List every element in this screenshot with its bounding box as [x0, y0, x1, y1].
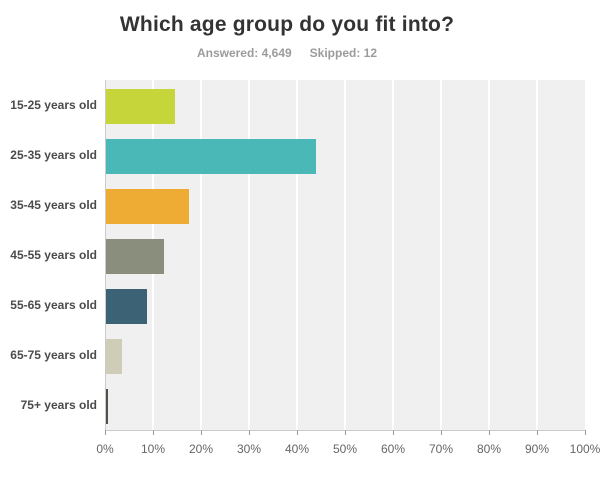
gridline [248, 80, 250, 430]
gridline [200, 80, 202, 430]
x-axis-tick [201, 430, 202, 435]
x-axis-tick-label: 50% [332, 442, 358, 456]
category-label: 25-35 years old [10, 148, 97, 162]
x-axis-tick [345, 430, 346, 435]
x-axis-tick-label: 80% [476, 442, 502, 456]
x-axis-tick-label: 60% [380, 442, 406, 456]
bar-65-75-years-old [106, 338, 122, 374]
bar-25-35-years-old [106, 138, 317, 174]
category-label: 75+ years old [20, 398, 97, 412]
bar-55-65-years-old [106, 288, 148, 324]
x-axis-tick-label: 0% [96, 442, 114, 456]
x-axis-tick [585, 430, 586, 435]
category-label: 65-75 years old [10, 348, 97, 362]
gridline [488, 80, 490, 430]
x-axis-tick [249, 430, 250, 435]
bar-45-55-years-old [106, 238, 165, 274]
x-axis-tick [489, 430, 490, 435]
category-label: 35-45 years old [10, 198, 97, 212]
x-axis-tick [441, 430, 442, 435]
x-axis-tick-label: 20% [188, 442, 214, 456]
bar-75+-years-old [106, 388, 108, 424]
x-axis-tick-label: 40% [284, 442, 310, 456]
chart-subtitle: Answered: 4,649 Skipped: 12 [0, 46, 574, 60]
gridline [392, 80, 394, 430]
x-axis-tick [105, 430, 106, 435]
gridline [440, 80, 442, 430]
plot-area [105, 80, 585, 430]
x-axis-tick-label: 30% [236, 442, 262, 456]
bar-15-25-years-old [106, 88, 176, 124]
skipped-count: Skipped: 12 [309, 46, 378, 60]
answered-count: Answered: 4,649 [196, 46, 292, 60]
y-axis-line [105, 80, 106, 430]
x-axis-tick [297, 430, 298, 435]
x-axis-tick [153, 430, 154, 435]
category-label: 15-25 years old [10, 98, 97, 112]
x-axis-tick-label: 10% [140, 442, 166, 456]
chart-title: Which age group do you fit into? [119, 13, 455, 36]
gridline [296, 80, 298, 430]
x-axis-tick-label: 100% [569, 442, 601, 456]
x-axis-tick-label: 70% [428, 442, 454, 456]
x-axis-tick [537, 430, 538, 435]
bar-35-45-years-old [106, 188, 190, 224]
category-label: 55-65 years old [10, 298, 97, 312]
category-label: 45-55 years old [10, 248, 97, 262]
x-axis-tick-label: 90% [524, 442, 550, 456]
x-axis-tick [393, 430, 394, 435]
gridline [344, 80, 346, 430]
gridline [536, 80, 538, 430]
